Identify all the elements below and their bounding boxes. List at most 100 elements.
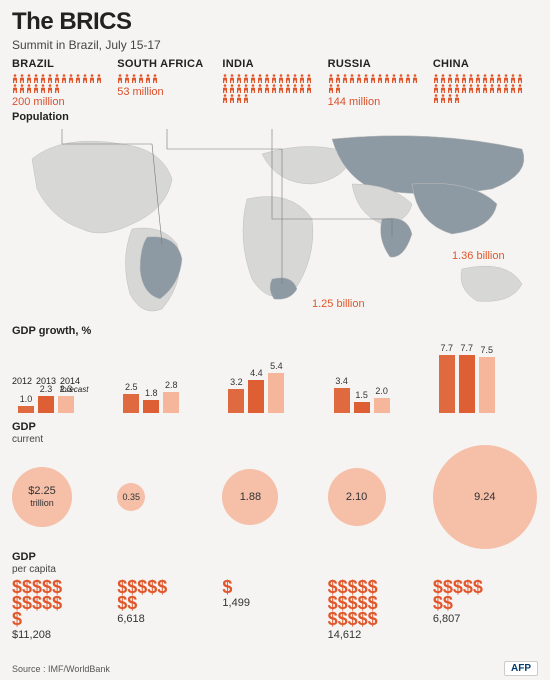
country-column: INDIA <box>222 58 327 123</box>
person-icon <box>12 84 18 93</box>
bar <box>374 398 390 413</box>
bar <box>459 355 475 413</box>
person-icon <box>61 74 67 83</box>
person-icon <box>447 94 453 103</box>
person-icon <box>229 94 235 103</box>
country-name: BRAZIL <box>12 58 117 70</box>
person-icon <box>82 74 88 83</box>
person-icon <box>447 84 453 93</box>
person-icon <box>468 74 474 83</box>
person-icon <box>482 84 488 93</box>
person-icon <box>489 84 495 93</box>
person-icon <box>306 74 312 83</box>
world-map: 1.25 billion 1.36 billion <box>12 129 538 319</box>
bar-wrap: 2.8 <box>163 380 179 413</box>
dollar-icon: $ <box>117 595 127 611</box>
bar <box>123 394 139 413</box>
agency-logo: AFP <box>504 661 538 676</box>
person-icon <box>433 84 439 93</box>
bar-value: 5.4 <box>270 361 283 371</box>
person-icon <box>236 94 242 103</box>
per-capita-value: 1,499 <box>222 597 250 609</box>
bar-wrap: 7.7 <box>439 343 455 413</box>
person-icon <box>328 74 334 83</box>
person-icon <box>54 84 60 93</box>
person-icon <box>12 74 18 83</box>
gdp-bubble: 9.24 <box>433 445 537 549</box>
person-icon <box>264 74 270 83</box>
person-icon <box>299 74 305 83</box>
dollar-line: $$ <box>433 595 453 611</box>
svg-text:1.36 billion: 1.36 billion <box>452 250 505 262</box>
person-icon <box>447 74 453 83</box>
dollar-cell: $$$$$$$6,618 <box>117 579 222 641</box>
bar-value: 3.2 <box>230 377 243 387</box>
population-label: 200 million <box>12 96 117 108</box>
person-icon <box>292 84 298 93</box>
bar <box>479 357 495 413</box>
person-icon <box>356 74 362 83</box>
gdp-pc-sublabel: per capita <box>12 564 538 575</box>
person-icon <box>40 74 46 83</box>
person-icon <box>475 84 481 93</box>
person-icon <box>412 74 418 83</box>
person-icon <box>461 84 467 93</box>
bar <box>38 396 54 413</box>
dollar-icon: $ <box>328 611 338 627</box>
person-icon <box>222 84 228 93</box>
dollar-icon: $ <box>443 595 453 611</box>
person-icon <box>19 74 25 83</box>
dollar-icon: $ <box>42 595 52 611</box>
person-icon <box>384 74 390 83</box>
country-column: SOUTH AFRICA 53 million <box>117 58 222 123</box>
dollar-icon: $ <box>453 579 463 595</box>
person-icon <box>96 74 102 83</box>
dollar-line: $$$$$ <box>328 611 378 627</box>
person-icon <box>229 84 235 93</box>
bubble-cell: $2.25trillion <box>12 449 117 545</box>
bar-value: 7.7 <box>461 343 474 353</box>
bar-value: 7.7 <box>441 343 454 353</box>
person-icon <box>278 74 284 83</box>
person-icon <box>285 84 291 93</box>
person-icon <box>138 74 144 83</box>
person-icon <box>398 74 404 83</box>
bubble-cell: 2.10 <box>328 449 433 545</box>
dollar-icon: $ <box>32 595 42 611</box>
person-icon <box>433 74 439 83</box>
bar-value: 1.8 <box>145 388 158 398</box>
person-icon <box>489 74 495 83</box>
person-icon <box>328 84 334 93</box>
country-column: RUSSIA144 million <box>328 58 433 123</box>
country-column: CHINA <box>433 58 538 123</box>
dollar-icon: $ <box>52 595 62 611</box>
person-icon <box>496 74 502 83</box>
dollar-icon: $ <box>137 579 147 595</box>
person-icon <box>299 84 305 93</box>
dollar-icon: $ <box>348 611 358 627</box>
gdp-growth-bars: 1.02.32.32.51.82.83.24.45.43.41.52.07.77… <box>12 339 538 413</box>
dollar-cell: $$$$$$$$$$$$$$$14,612 <box>328 579 433 641</box>
gdp-growth-label: GDP growth, % <box>12 325 538 337</box>
population-label: 53 million <box>117 86 222 98</box>
bar <box>248 380 264 413</box>
bar-wrap: 3.2 <box>228 377 244 413</box>
dollar-icon: $ <box>127 595 137 611</box>
bubble-cell: 9.24 <box>433 449 538 545</box>
bar-wrap: 1.8 <box>143 388 159 414</box>
gdp-current-label: GDP <box>12 421 538 433</box>
bar-value: 2.8 <box>165 380 178 390</box>
people-icons <box>117 74 212 83</box>
bar-value: 2.5 <box>125 382 138 392</box>
person-icon <box>335 84 341 93</box>
gdp-bubble: 2.10 <box>328 468 386 526</box>
person-icon <box>454 84 460 93</box>
person-icon <box>391 74 397 83</box>
bar-value: 3.4 <box>335 376 348 386</box>
person-icon <box>440 94 446 103</box>
person-icon <box>461 74 467 83</box>
country-name: SOUTH AFRICA <box>117 58 222 70</box>
gdp-bubble: $2.25trillion <box>12 467 72 527</box>
person-icon <box>405 74 411 83</box>
gdp-bubble: 1.88 <box>222 469 278 525</box>
